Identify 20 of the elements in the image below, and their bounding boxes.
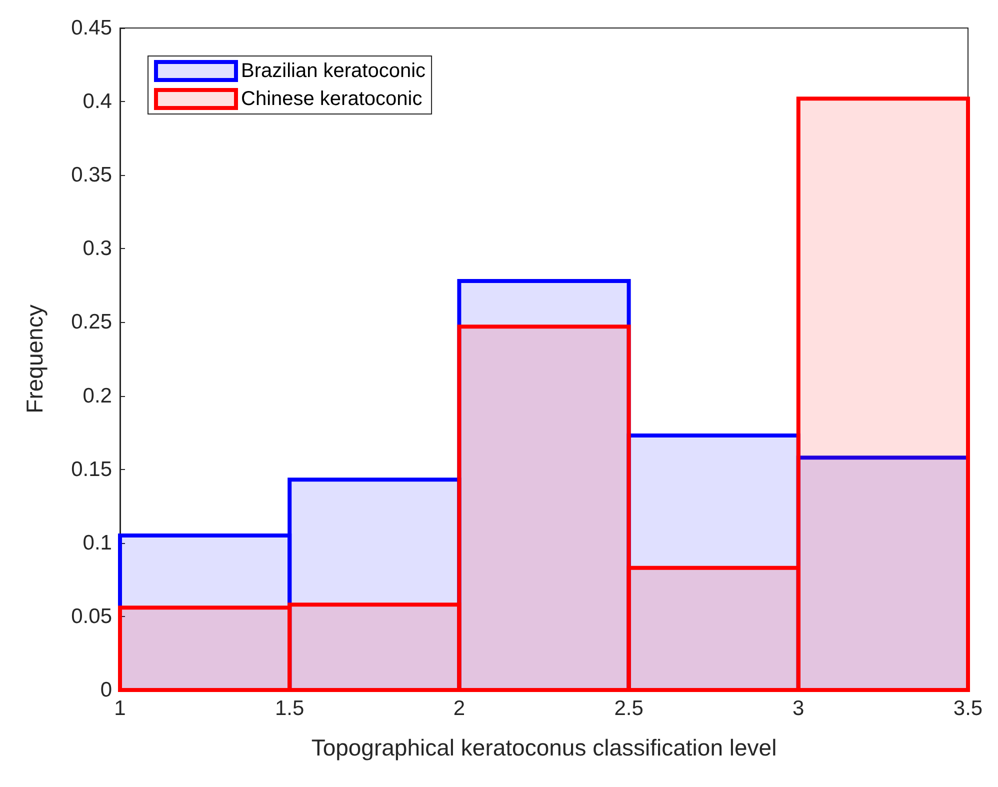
y-tick-label: 0.25 [71,310,112,334]
x-tick-label: 3.5 [953,697,983,720]
x-tick-label: 1 [114,697,126,720]
y-tick-label: 0.15 [71,458,112,481]
y-axis-title: Frequency [22,304,48,414]
y-tick-label: 0.3 [82,237,112,260]
y-tick-label: 0.05 [71,604,112,628]
x-axis-title: Topographical keratoconus classification level [311,734,777,760]
x-tick-label: 3 [792,697,804,720]
legend-label: Chinese keratoconic [241,88,422,110]
x-tick-label: 2.5 [614,697,644,720]
y-tick-label: 0.35 [71,164,112,187]
x-tick-label: 1.5 [275,697,304,720]
y-tick-label: 0.4 [82,90,112,114]
x-tick-label: 2 [453,697,466,720]
y-tick-label: 0.1 [82,531,112,554]
y-tick-label: 0.2 [82,384,112,408]
y-tick-label: 0 [100,678,112,702]
legend-label: Brazilian keratoconic [241,60,426,82]
y-tick-label: 0.45 [71,16,112,40]
